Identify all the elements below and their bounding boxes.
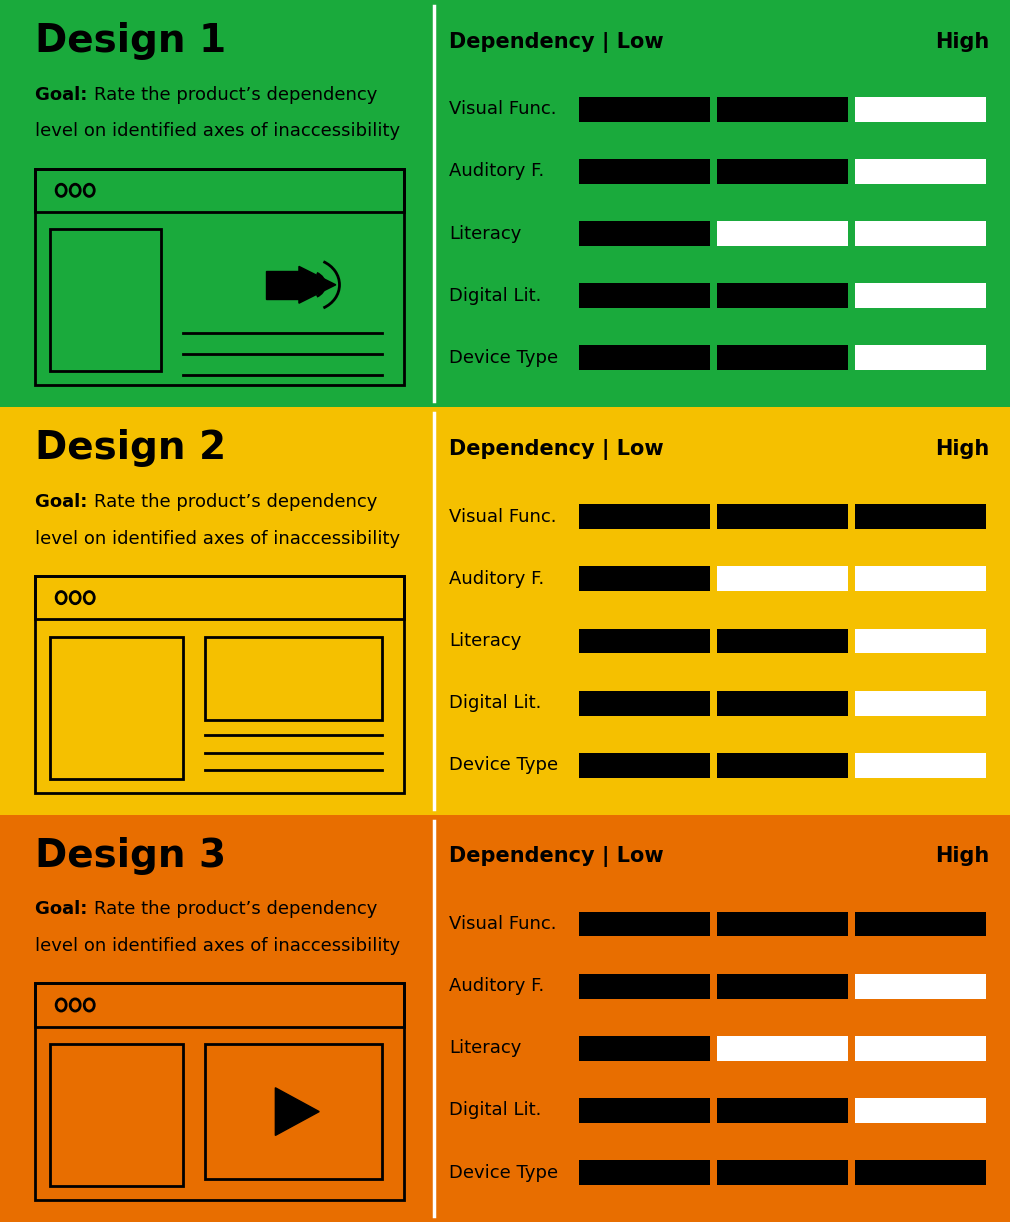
Text: level on identified axes of inaccessibility: level on identified axes of inaccessibil… xyxy=(35,529,401,547)
Text: Visual Func.: Visual Func. xyxy=(449,915,557,932)
Text: Literacy: Literacy xyxy=(449,632,522,650)
Text: Dependency | Low: Dependency | Low xyxy=(449,32,665,53)
Text: level on identified axes of inaccessibility: level on identified axes of inaccessibil… xyxy=(35,122,401,141)
Text: Goal:: Goal: xyxy=(35,492,94,511)
Text: Digital Lit.: Digital Lit. xyxy=(449,1101,541,1119)
Text: Auditory F.: Auditory F. xyxy=(449,163,544,181)
Text: Visual Func.: Visual Func. xyxy=(449,507,557,525)
Text: Dependency | Low: Dependency | Low xyxy=(449,847,665,868)
Text: Goal:: Goal: xyxy=(35,901,94,918)
Text: Literacy: Literacy xyxy=(449,225,522,243)
Text: Device Type: Device Type xyxy=(449,349,559,367)
Text: Rate the product’s dependency: Rate the product’s dependency xyxy=(94,86,378,104)
Text: Literacy: Literacy xyxy=(449,1039,522,1057)
Text: Goal:: Goal: xyxy=(35,86,94,104)
Text: Design 3: Design 3 xyxy=(35,837,226,875)
Text: Digital Lit.: Digital Lit. xyxy=(449,694,541,712)
Text: High: High xyxy=(935,847,990,866)
Text: Device Type: Device Type xyxy=(449,756,559,775)
Text: Rate the product’s dependency: Rate the product’s dependency xyxy=(94,901,378,918)
Text: Design 1: Design 1 xyxy=(35,22,226,60)
Text: level on identified axes of inaccessibility: level on identified axes of inaccessibil… xyxy=(35,937,401,954)
Text: Device Type: Device Type xyxy=(449,1163,559,1182)
Text: Auditory F.: Auditory F. xyxy=(449,569,544,588)
Text: Rate the product’s dependency: Rate the product’s dependency xyxy=(94,492,378,511)
Text: Auditory F.: Auditory F. xyxy=(449,978,544,995)
Text: Dependency | Low: Dependency | Low xyxy=(449,439,665,461)
Text: Design 2: Design 2 xyxy=(35,429,226,467)
Text: Visual Func.: Visual Func. xyxy=(449,100,557,119)
Text: High: High xyxy=(935,32,990,51)
Text: High: High xyxy=(935,439,990,459)
Text: Digital Lit.: Digital Lit. xyxy=(449,287,541,304)
